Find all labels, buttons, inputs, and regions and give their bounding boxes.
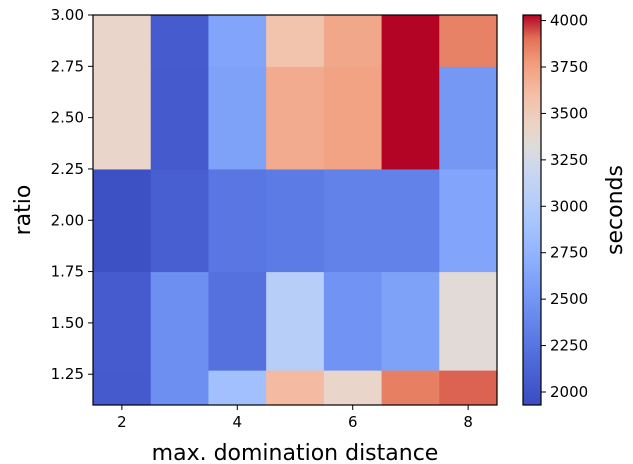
heatmap-cell: [93, 168, 152, 273]
heatmap-cell: [323, 66, 383, 170]
heatmap-cells: [93, 15, 498, 406]
heatmap-cell: [266, 271, 325, 371]
heatmap-cell: [381, 168, 440, 273]
x-tick-label: 4: [233, 413, 243, 431]
heatmap-cell: [439, 168, 498, 273]
heatmap-cell: [439, 15, 498, 67]
heatmap-cell: [323, 271, 383, 371]
colorbar: [522, 14, 542, 406]
heatmap-cell: [266, 370, 325, 406]
colorbar-label: seconds: [603, 165, 628, 255]
heatmap-cell: [208, 15, 267, 67]
colorbar-tick-label: 3000: [550, 197, 588, 215]
heatmap-cell: [266, 66, 325, 170]
y-tick-label: 2.75: [51, 57, 84, 75]
heatmap-cell: [150, 15, 209, 67]
colorbar-tick-label: 2500: [550, 290, 588, 308]
x-tick-label: 8: [463, 413, 473, 431]
colorbar-tick-label: 2750: [550, 244, 588, 262]
colorbar-tick-label: 3500: [550, 104, 588, 122]
colorbar-tick-label: 2250: [550, 337, 588, 355]
heatmap-cell: [150, 271, 209, 371]
colorbar-tick-label: 3250: [550, 151, 588, 169]
heatmap-cell: [93, 15, 152, 67]
heatmap-cell: [439, 66, 498, 170]
heatmap-cell: [381, 66, 440, 170]
y-tick-label: 2.00: [51, 211, 84, 229]
colorbar-tick-label: 4000: [550, 12, 588, 30]
y-tick-label: 2.25: [51, 160, 84, 178]
heatmap-cell: [208, 370, 267, 406]
y-tick-label: 1.50: [51, 314, 84, 332]
heatmap-cell: [150, 168, 209, 273]
heatmap-cell: [323, 370, 383, 406]
y-tick-label: 3.00: [51, 6, 84, 24]
heatmap-cell: [208, 271, 267, 371]
y-tick-label: 1.75: [51, 263, 84, 281]
y-axis-label: ratio: [11, 185, 36, 236]
colorbar-ticks: 2000 2250 2500 2750 3000 3250 3500 3750 4000: [541, 12, 588, 401]
y-tick-label: 2.50: [51, 109, 84, 127]
x-tick-label: 2: [117, 413, 127, 431]
heatmap-cell: [323, 15, 383, 67]
heatmap-cell: [266, 168, 325, 273]
heatmap-cell: [381, 15, 440, 67]
heatmap-cell: [439, 271, 498, 371]
heatmap-cell: [381, 271, 440, 371]
colorbar-tick-label: 3750: [550, 58, 588, 76]
heatmap-cell: [150, 66, 209, 170]
x-axis-ticks: 2 4 6 8: [117, 405, 473, 431]
heatmap-cell: [439, 370, 498, 406]
x-tick-label: 6: [348, 413, 358, 431]
heatmap-cell: [208, 168, 267, 273]
heatmap-cell: [150, 370, 209, 406]
heatmap-cell: [323, 168, 383, 273]
y-tick-label: 1.25: [51, 365, 84, 383]
heatmap-cell: [93, 271, 152, 371]
colorbar-tick-label: 2000: [550, 383, 588, 401]
heatmap-cell: [93, 370, 152, 406]
plot-frame: [92, 14, 498, 406]
heatmap-cell: [93, 66, 152, 170]
heatmap-cell: [208, 66, 267, 170]
heatmap-cell: [266, 15, 325, 67]
y-axis-ticks: 1.25 1.50 1.75 2.00 2.25 2.50 2.75 3.00: [51, 6, 93, 383]
heatmap-cell: [381, 370, 440, 406]
x-axis-label: max. domination distance: [152, 441, 439, 464]
